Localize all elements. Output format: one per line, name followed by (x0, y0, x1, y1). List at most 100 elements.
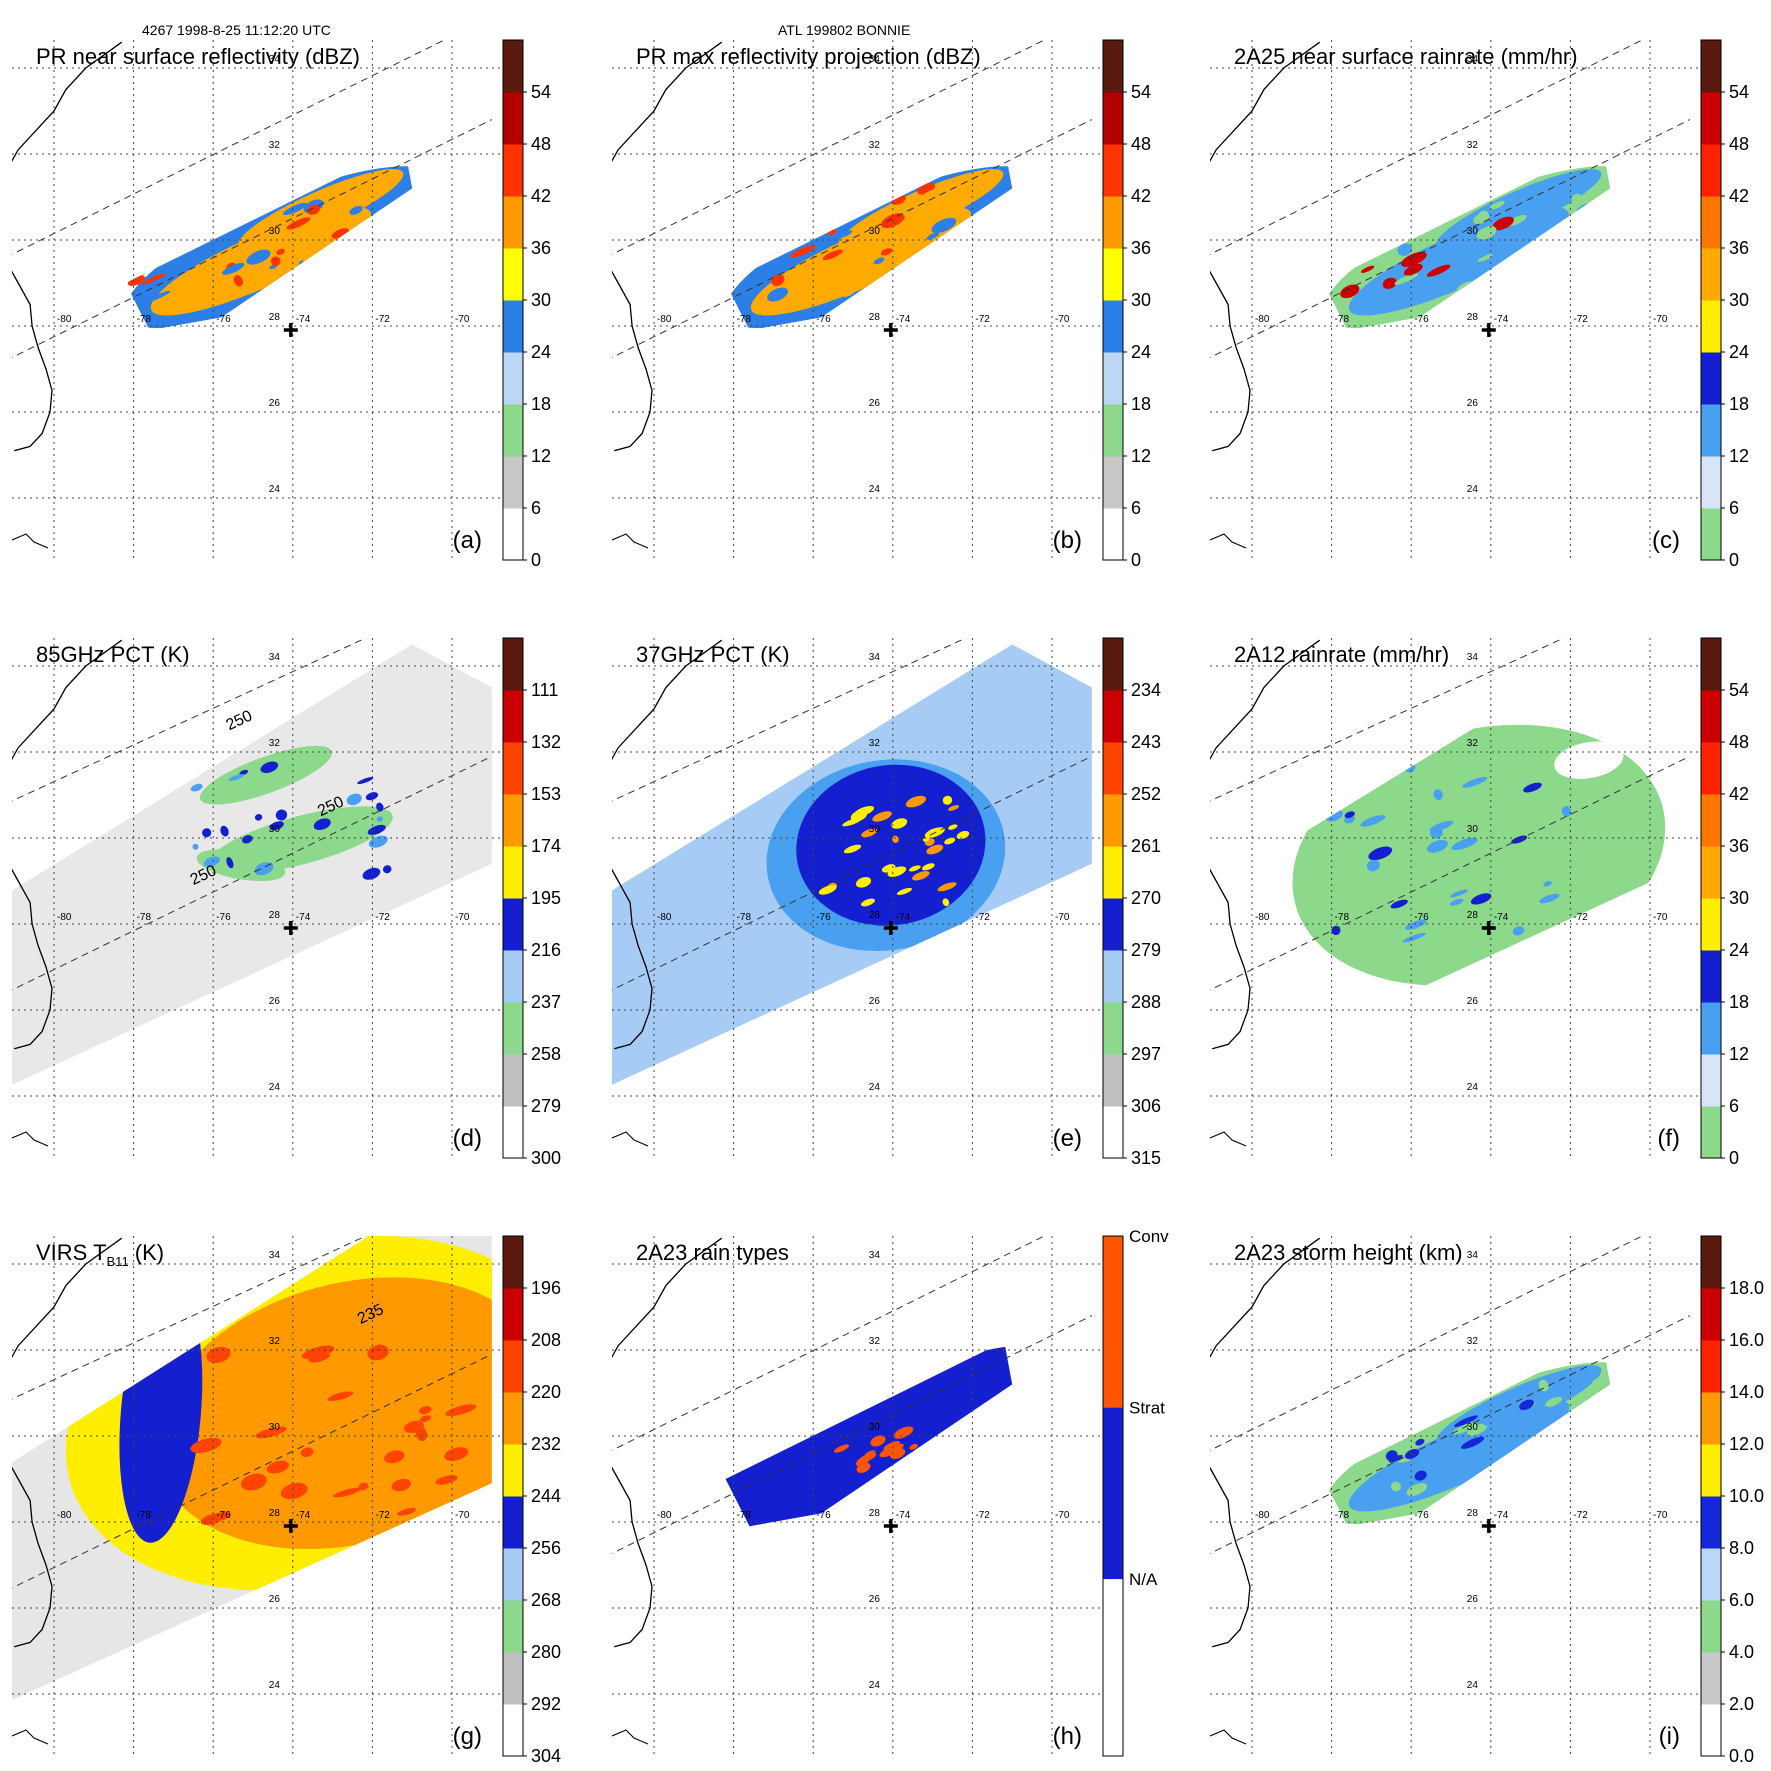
echo-cell (401, 268, 413, 282)
echo-cell (1592, 1425, 1611, 1440)
panel: -80 -78 -76 -74 -72 -70 34 32 30 28 26 24 2A12 rainr… (1210, 638, 1700, 1158)
colorbar-segment (1103, 1236, 1123, 1408)
panel: -80 -78 -76 -74 -72 -703432302826242502502508… (12, 638, 502, 1158)
colorbar-segment (503, 1652, 523, 1705)
lat-tick-label: 30 (1467, 1422, 1479, 1433)
colorbar-tick-label: 36 (1131, 238, 1151, 258)
echo-cell (842, 290, 855, 297)
lon-tick-label: -78 (1335, 1510, 1350, 1521)
colorbar: 315 306 297 288 279 270 261 252 243 234 (1102, 637, 1161, 1168)
panel: -80 -78 -76 -74 -72 -70 34 32 30 28 26 24 2A23 storm… (1210, 1236, 1700, 1756)
echo-cell (1023, 242, 1035, 251)
echo-cell (1381, 1421, 1394, 1432)
echo-cell (1523, 782, 1542, 793)
echo-cell (1512, 926, 1525, 936)
panel-title: PR max reflectivity projection (dBZ) (636, 44, 981, 69)
echo-cell (1492, 205, 1510, 218)
colorbar-segment (1701, 898, 1721, 951)
echo-cell (222, 262, 245, 275)
echo-cell (1640, 218, 1654, 230)
colorbar-segment (1103, 92, 1123, 145)
coastline (742, 614, 822, 636)
echo-cell (1512, 275, 1524, 285)
lon-tick-label: -78 (1335, 314, 1350, 325)
lat-tick-label: 30 (269, 1422, 281, 1433)
lat-tick-label: 32 (269, 140, 281, 151)
echo-cell (413, 205, 424, 214)
swath-edge (1210, 1315, 1691, 1555)
echo-cell (915, 257, 926, 265)
lat-tick-label: 34 (1467, 652, 1479, 663)
colorbar-segment (1103, 404, 1123, 457)
orbit-time-header: 4267 1998-8-25 11:12:20 UTC (142, 22, 331, 38)
colorbar-tick-label: 36 (1729, 836, 1749, 856)
lat-tick-label: 28 (1467, 1508, 1479, 1519)
lat-tick-label: 34 (1467, 54, 1479, 65)
colorbar-segment (503, 508, 523, 561)
echo-cell (1022, 276, 1045, 291)
echo-cell (1526, 274, 1540, 282)
colorbar-tick-label: 16.0 (1729, 1330, 1764, 1350)
colorbar-segment (1103, 1054, 1123, 1107)
echo-cell (822, 249, 843, 261)
panel-title: 85GHz PCT (K) (36, 642, 190, 667)
lon-tick-label: -70 (1653, 1510, 1668, 1521)
echo-cell (1524, 273, 1547, 286)
lat-tick-label: 24 (1467, 484, 1479, 495)
lon-tick-label: -74 (296, 912, 311, 923)
colorbar-segment (1701, 196, 1721, 249)
panel: -80 -78 -76 -74 -72 -70 34 32 30 28 26 24 PR near su… (12, 40, 502, 560)
colorbar-tick-label: 12 (1729, 446, 1749, 466)
storm-name-header: ATL 199802 BONNIE (778, 22, 911, 38)
echo-cell (1348, 206, 1569, 316)
colorbar-segment (1701, 1652, 1721, 1705)
panel-label: (f) (1657, 1125, 1680, 1152)
echo-cell (1597, 225, 1611, 237)
lat-tick-label: 32 (1467, 738, 1479, 749)
lat-tick-label: 28 (1467, 910, 1479, 921)
colorbar: 0 6 12 18 24 30 36 42 48 54 (1700, 637, 1749, 1168)
echo-cell (1384, 208, 1398, 218)
echo-cell (358, 1482, 369, 1491)
lon-tick-label: -72 (1573, 314, 1588, 325)
echo-cell (1363, 1399, 1385, 1414)
lat-tick-label: 24 (1467, 1082, 1479, 1093)
echo-cell (275, 809, 288, 821)
panel-title-subscript: B11 (107, 1254, 129, 1269)
colorbar-segment (503, 1340, 523, 1393)
echo-cell (165, 231, 178, 239)
lat-tick-label: 30 (1467, 824, 1479, 835)
colorbar-segment (503, 742, 523, 795)
echo-cell (877, 209, 892, 218)
echo-cell (1449, 898, 1464, 906)
colorbar-tick-label: 14.0 (1729, 1382, 1764, 1402)
echo-cell (872, 811, 892, 822)
lat-tick-label: 30 (269, 226, 281, 237)
storm-center-marker (283, 323, 298, 337)
echo-cell (1008, 234, 1013, 245)
swath-edge (1210, 40, 1644, 255)
echo-cell (1645, 220, 1664, 234)
lon-tick-label: -78 (737, 314, 752, 325)
echo-cell (266, 1460, 289, 1474)
colorbar-segment (503, 690, 523, 743)
echo-cell (777, 180, 799, 195)
colorbar-segment (1701, 1288, 1721, 1341)
colorbar-segment (1701, 794, 1721, 847)
panel-map: -80 -78 -76 -74 -72 -70 34 32 30 28 26 24 (612, 40, 1102, 560)
colorbar-segment (1103, 144, 1123, 197)
lon-tick-label: -72 (375, 912, 390, 923)
echo-cell (313, 818, 331, 831)
echo-cell (1348, 1402, 1569, 1512)
echo-cell (364, 267, 386, 280)
echo-cell (1553, 1442, 1563, 1451)
echo-cell (1477, 254, 1493, 262)
echo-cell (255, 1426, 287, 1439)
echo-cell (1476, 226, 1497, 240)
echo-cell (881, 864, 896, 873)
echo-cell (376, 802, 384, 812)
colorbar: 0 6 12 18 24 30 36 42 48 54 (1700, 39, 1749, 570)
colorbar-tick-label: 42 (531, 186, 551, 206)
lat-tick-label: 34 (269, 54, 281, 65)
